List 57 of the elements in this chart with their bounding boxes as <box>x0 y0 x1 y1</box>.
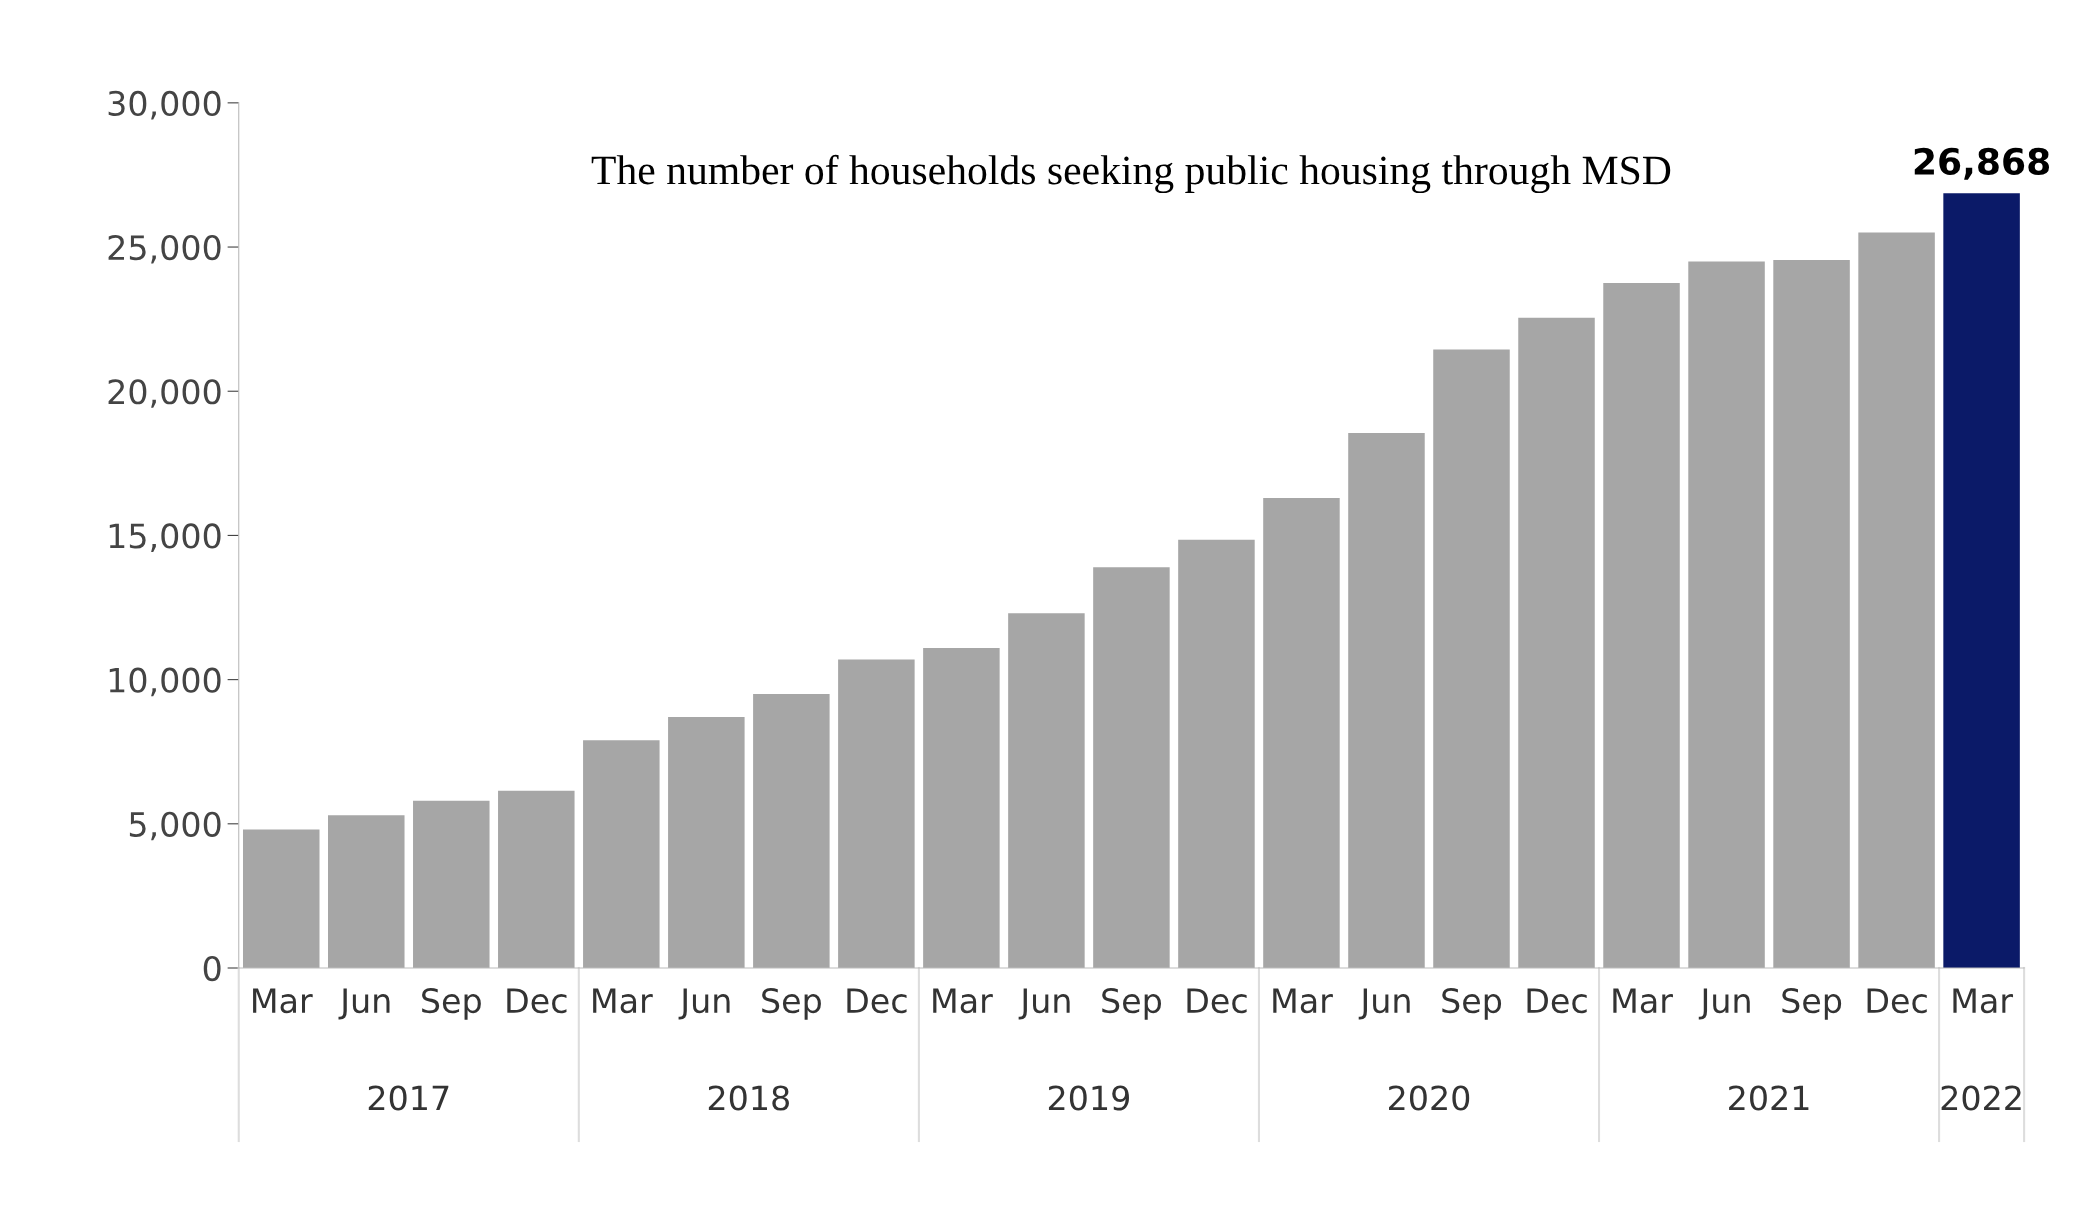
x-tick-label: Mar <box>253 988 313 1014</box>
x-tick-label: Mar <box>593 988 653 1014</box>
x-tick-label: Jun <box>338 988 390 1020</box>
x-tick-label: Mar <box>933 988 993 1014</box>
x-tick-label: Sep <box>1442 988 1502 1020</box>
data-label: 26,868 <box>1914 147 2050 180</box>
text: The number of households seeking public housing through MSD <box>591 154 1671 194</box>
bar <box>1348 433 1425 968</box>
x-tick-label: Jun <box>678 988 730 1020</box>
bar <box>1178 539 1255 968</box>
bar <box>838 659 915 968</box>
x-tick-label: Dec <box>1187 988 1247 1014</box>
x-tick-label: Mar <box>1273 988 1333 1014</box>
x-tick-label: Jun <box>1698 988 1750 1020</box>
bar <box>498 790 575 968</box>
bar <box>1263 497 1340 968</box>
x-tick-label: Jun <box>1018 988 1070 1020</box>
y-tick-label: 5,000 <box>129 811 221 841</box>
bar <box>1093 567 1170 968</box>
x-tick-label: Sep <box>762 988 821 1020</box>
bar <box>583 740 660 968</box>
x-tick-label: Dec <box>507 988 567 1014</box>
bar <box>413 800 490 968</box>
text: 2018 <box>708 1085 789 1111</box>
bar <box>1433 349 1510 968</box>
y-tick-label: 30,000 <box>108 90 221 120</box>
bar <box>923 647 1000 968</box>
x-tick-label: Mar <box>1613 988 1673 1014</box>
bar <box>1008 613 1085 968</box>
bar <box>668 717 745 968</box>
x-tick-label: Sep <box>1782 988 1842 1020</box>
y-tick-label: 10,000 <box>109 667 221 697</box>
y-tick-label: 25,000 <box>108 234 221 264</box>
text: 2021 <box>1729 1085 1809 1111</box>
text: 2017 <box>368 1085 449 1111</box>
bar <box>242 829 320 968</box>
bar <box>1688 261 1765 968</box>
y-tick-label: 0 <box>203 955 221 982</box>
bar <box>1773 260 1850 968</box>
y-tick-label: 15,000 <box>109 523 221 552</box>
x-tick-label: Dec <box>1527 988 1587 1014</box>
bar <box>753 694 830 968</box>
x-tick-label: Mar <box>1953 988 2014 1014</box>
text: 2020 <box>1389 1085 1470 1111</box>
bar <box>1518 317 1595 968</box>
x-tick-label: Jun <box>1358 988 1410 1020</box>
x-tick-label: Sep <box>422 988 481 1020</box>
x-tick-label: Sep <box>1102 988 1162 1020</box>
bar <box>1603 283 1680 968</box>
x-tick-label: Dec <box>1867 988 1927 1014</box>
text: 2022 <box>1941 1085 2021 1111</box>
y-tick-label: 20,000 <box>108 379 221 408</box>
x-tick-label: Dec <box>847 988 907 1014</box>
bar <box>328 815 405 968</box>
text: 2019 <box>1048 1085 1129 1111</box>
bar <box>1858 232 1935 968</box>
bar <box>1943 193 2020 968</box>
